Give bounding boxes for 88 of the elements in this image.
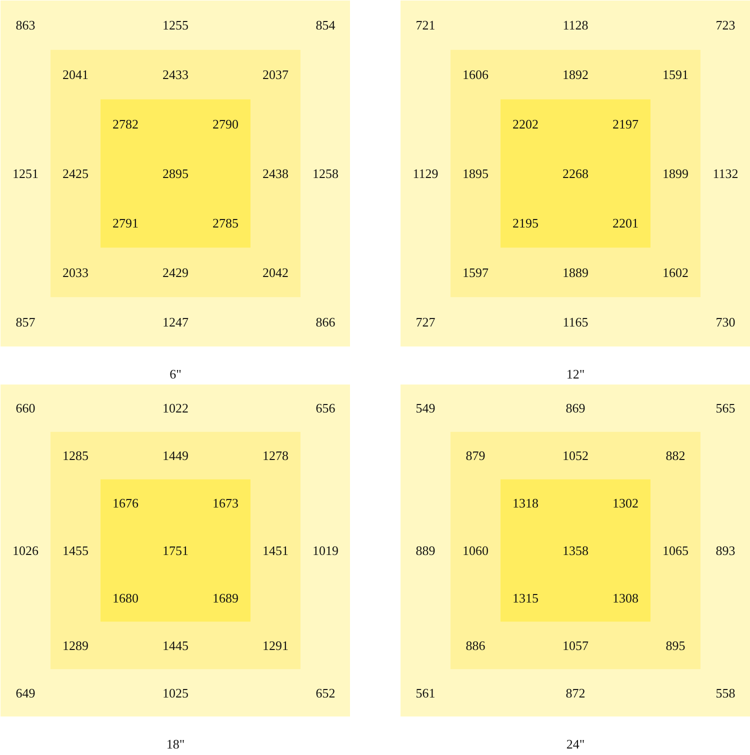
data-label: 721	[416, 18, 436, 33]
data-label: 561	[416, 685, 436, 700]
data-label: 1889	[562, 264, 588, 280]
data-label: 1129	[412, 166, 438, 181]
data-label: 1455	[62, 543, 88, 558]
data-label: 1132	[712, 166, 738, 181]
text: 24"	[566, 736, 585, 752]
data-label: 854	[316, 18, 336, 33]
data-label: 1892	[562, 67, 588, 82]
data-label: 2201	[612, 215, 638, 230]
data-label: 1060	[462, 543, 488, 558]
data-label: 869	[566, 400, 586, 416]
data-label: 2429	[162, 264, 188, 280]
data-label: 2895	[162, 166, 188, 181]
data-label: 1591	[662, 67, 688, 82]
data-label: 1258	[312, 166, 338, 181]
data-label: 656	[316, 400, 336, 416]
data-label: 2782	[112, 116, 138, 132]
data-label: 723	[716, 18, 736, 33]
data-label: 1065	[662, 543, 688, 558]
data-label: 558	[716, 685, 736, 700]
data-label: 1899	[662, 166, 688, 181]
data-label: 1251	[12, 166, 38, 181]
data-label: 879	[466, 448, 486, 464]
data-label: 895	[666, 638, 686, 653]
data-label: 1676	[112, 496, 139, 511]
data-label: 649	[16, 685, 36, 700]
data-label: 1680	[112, 590, 138, 606]
data-label: 886	[466, 638, 486, 653]
data-label: 2268	[562, 166, 588, 181]
data-label: 2037	[262, 67, 289, 82]
data-label: 863	[16, 18, 36, 33]
data-label: 1022	[162, 400, 188, 416]
data-label: 1285	[62, 448, 88, 464]
data-label: 727	[416, 314, 436, 330]
data-label: 866	[316, 314, 336, 330]
data-label: 1278	[262, 448, 288, 464]
data-label: 2041	[62, 67, 88, 82]
data-label: 1247	[162, 314, 189, 330]
text: 12"	[566, 366, 585, 382]
data-label: 1449	[162, 448, 188, 464]
data-label: 2785	[212, 215, 238, 230]
data-label: 1318	[512, 496, 538, 511]
data-label: 857	[16, 314, 36, 330]
data-label: 1052	[562, 448, 588, 464]
data-label: 1689	[212, 590, 238, 606]
data-label: 1606	[462, 67, 489, 82]
data-label: 1602	[662, 264, 688, 280]
text: 18"	[166, 736, 185, 752]
data-label: 652	[316, 685, 336, 700]
data-label: 1597	[462, 264, 489, 280]
data-label: 1165	[562, 314, 588, 330]
data-label: 2425	[62, 166, 88, 181]
data-label: 549	[416, 400, 436, 416]
data-label: 2433	[162, 67, 188, 82]
data-label: 2438	[262, 166, 288, 181]
data-label: 882	[666, 448, 686, 464]
data-label: 889	[416, 543, 436, 558]
data-label: 1302	[612, 496, 638, 511]
data-label: 1289	[62, 638, 88, 653]
data-label: 1026	[12, 543, 39, 558]
data-label: 2202	[512, 116, 538, 132]
data-label: 1673	[212, 496, 238, 511]
data-label: 1358	[562, 543, 588, 558]
data-label: 1895	[462, 166, 488, 181]
data-label: 2195	[512, 215, 538, 230]
data-label: 1751	[162, 543, 188, 558]
data-label: 1255	[162, 18, 188, 33]
data-label: 2790	[212, 116, 238, 132]
data-label: 1057	[562, 638, 589, 653]
data-label: 2042	[262, 264, 288, 280]
data-label: 1291	[262, 638, 288, 653]
data-label: 1315	[512, 590, 538, 606]
text: 6"	[170, 366, 182, 382]
data-label: 2197	[612, 116, 639, 132]
data-label: 1025	[162, 685, 188, 700]
data-label: 1445	[162, 638, 188, 653]
data-label: 2033	[62, 264, 88, 280]
data-label: 1019	[312, 543, 338, 558]
data-label: 2791	[112, 215, 138, 230]
data-label: 565	[716, 400, 736, 416]
data-label: 730	[716, 314, 736, 330]
data-label: 1128	[562, 18, 588, 33]
data-label: 893	[716, 543, 736, 558]
data-label: 660	[16, 400, 36, 416]
data-label: 872	[566, 685, 586, 700]
data-label: 1451	[262, 543, 288, 558]
data-label: 1308	[612, 590, 638, 606]
